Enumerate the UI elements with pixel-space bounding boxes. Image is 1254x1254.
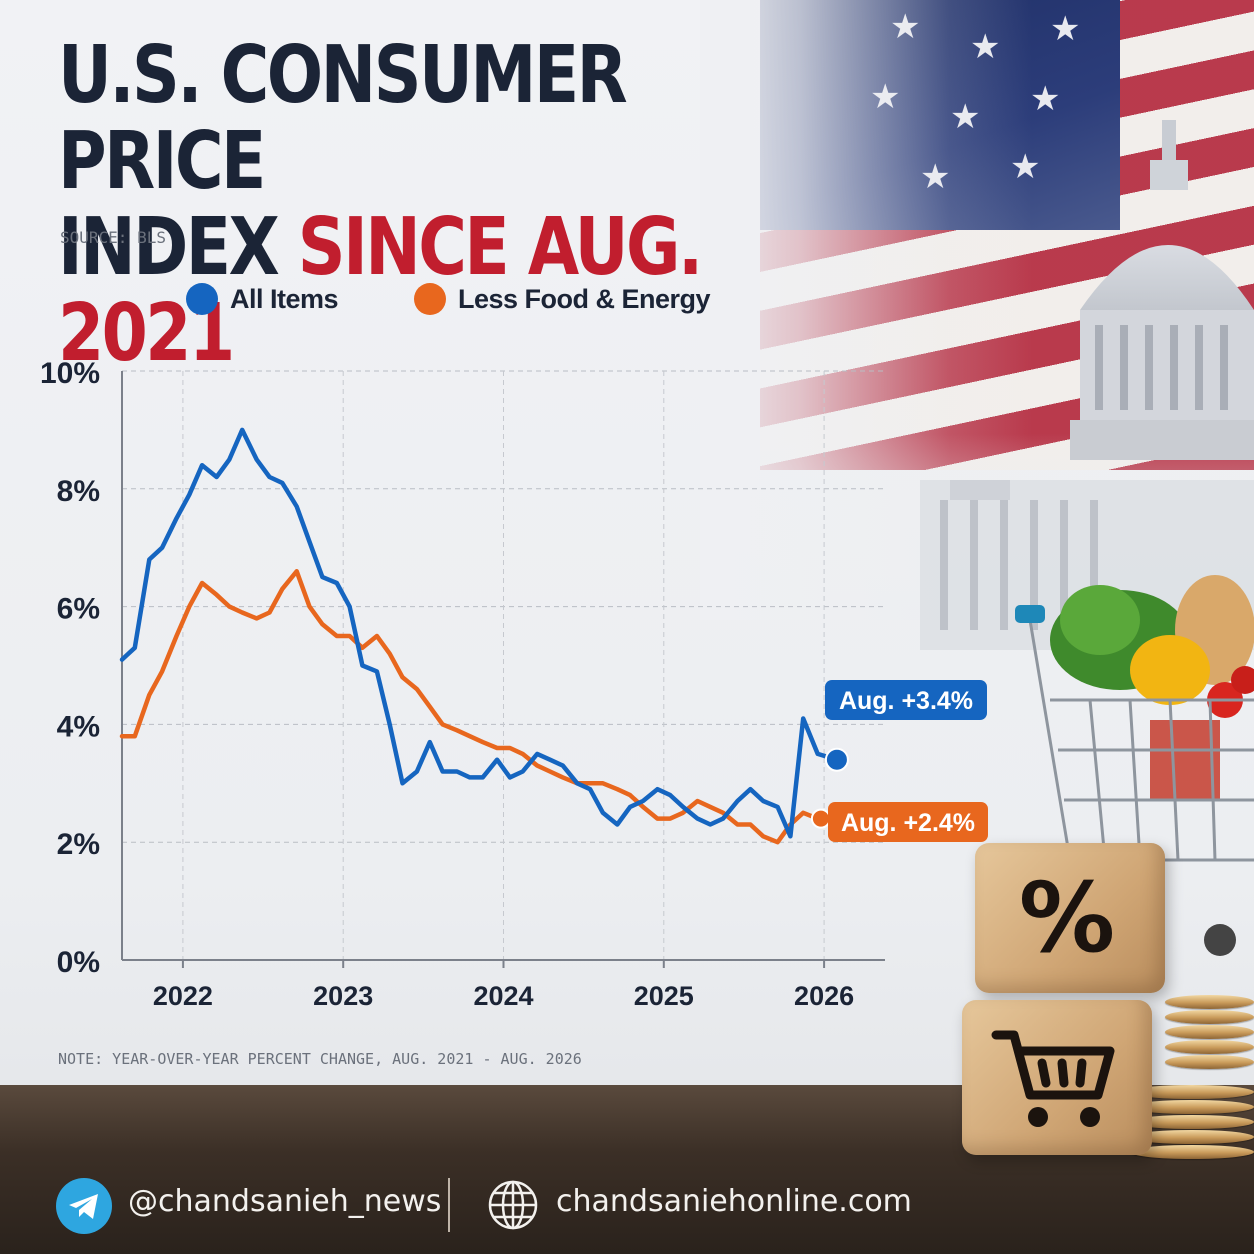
y-tick-label: 2% xyxy=(57,828,100,861)
coin-icon xyxy=(1130,1100,1254,1114)
coin-icon xyxy=(1165,1025,1254,1039)
cpi-line-chart: 0% 2% 4% 6% 8% 10% 2022 2023 2024 2025 2026 Aug. +3… xyxy=(40,357,988,1011)
percent-icon: % xyxy=(1018,862,1116,974)
x-tick-label: 2022 xyxy=(153,981,213,1011)
shopping-cart-icon xyxy=(991,1030,1115,1127)
telegram-handle-link[interactable]: @chandsanieh_news xyxy=(128,1184,442,1219)
end-label-box-less-food-energy xyxy=(828,802,988,842)
capitol-building-icon xyxy=(920,120,1254,650)
title-line-2: INDEX SINCE AUG. 2021 xyxy=(58,204,747,376)
title-accent: SINCE AUG. 2021 xyxy=(58,201,703,379)
end-label-box-all-items xyxy=(825,680,987,720)
wooden-cube-percent xyxy=(975,843,1165,993)
title-line-1: U.S. CONSUMER PRICE xyxy=(58,29,628,207)
series-line-less-food-energy xyxy=(119,569,824,845)
footer: @chandsanieh_news chandsaniehonline.com xyxy=(0,1150,1254,1254)
coin-icon xyxy=(1130,1085,1254,1099)
end-label-less-food-energy: Aug. +2.4% xyxy=(841,809,975,837)
y-tick-label: 8% xyxy=(57,475,100,508)
website-link[interactable]: chandsaniehonline.com xyxy=(556,1184,912,1219)
x-tick-label: 2023 xyxy=(313,981,373,1011)
wooden-cube-cart xyxy=(962,1000,1152,1155)
footer-divider xyxy=(448,1178,450,1232)
x-tick-label: 2025 xyxy=(634,981,694,1011)
coin-icon xyxy=(1130,1130,1254,1144)
coin-icon xyxy=(1130,1145,1254,1159)
coin-icon xyxy=(1165,1010,1254,1024)
y-tick-label: 0% xyxy=(57,946,100,979)
chart-note: NOTE: YEAR-OVER-YEAR PERCENT CHANGE, AUG… xyxy=(58,1050,582,1068)
legend-swatch-less-food-energy xyxy=(414,283,446,315)
end-point-less-food-energy xyxy=(810,808,831,829)
end-point-all-items xyxy=(824,747,849,772)
y-tick-label: 10% xyxy=(40,357,100,390)
page-title: U.S. CONSUMER PRICE INDEX SINCE AUG. 202… xyxy=(58,32,747,376)
title-plain: INDEX xyxy=(58,201,298,293)
y-tick-label: 6% xyxy=(57,593,100,626)
coin-icon xyxy=(1130,1115,1254,1129)
x-tick-label: 2024 xyxy=(473,981,533,1011)
legend-label-all-items: All Items xyxy=(230,284,339,314)
legend-label-less-food-energy: Less Food & Energy xyxy=(458,284,711,314)
coin-icon xyxy=(1165,1040,1254,1054)
globe-icon xyxy=(488,1180,538,1230)
y-tick-label: 4% xyxy=(57,710,100,743)
x-tick-label: 2026 xyxy=(794,981,854,1011)
end-label-all-items: Aug. +3.4% xyxy=(839,687,973,715)
source-label: SOURCE: BLS xyxy=(60,228,166,247)
coin-icon xyxy=(1165,1055,1254,1069)
grocery-cart-icon xyxy=(1015,575,1254,956)
series-line-all-items xyxy=(119,427,840,839)
legend-swatch-all-items xyxy=(186,283,218,315)
telegram-icon[interactable] xyxy=(56,1178,112,1234)
coin-icon xyxy=(1165,995,1254,1009)
